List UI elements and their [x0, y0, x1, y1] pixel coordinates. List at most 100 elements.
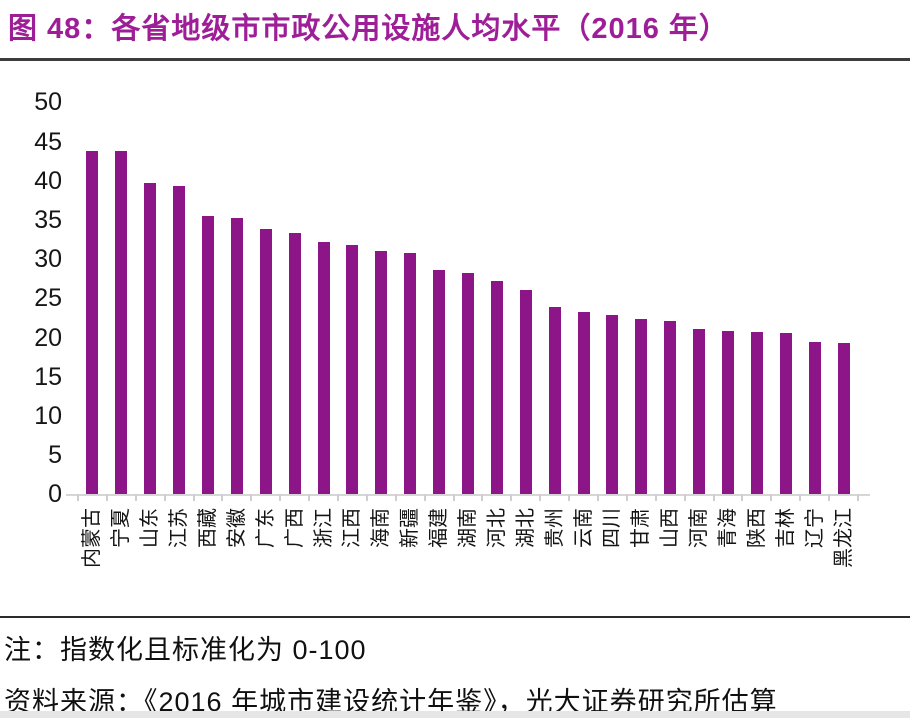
- x-axis-label-贵州: 贵州: [543, 508, 566, 549]
- x-axis-tick: [510, 494, 513, 502]
- x-axis-label-吉林: 吉林: [774, 508, 797, 549]
- bar-广东: [259, 229, 272, 495]
- bar-河南: [693, 329, 706, 495]
- x-axis-label-安徽: 安徽: [225, 508, 248, 549]
- x-axis-tick: [539, 494, 542, 502]
- chart-title: 图 48：各省地级市市政公用设施人均水平（2016 年）: [8, 13, 729, 45]
- bar-甘肃: [635, 319, 648, 495]
- x-axis-label-宁夏: 宁夏: [110, 508, 133, 549]
- bar-广西: [288, 233, 301, 495]
- x-axis-label-河南: 河南: [688, 508, 711, 549]
- title-divider: [0, 58, 910, 62]
- x-axis-label-广西: 广西: [283, 508, 306, 549]
- bar-宁夏: [115, 151, 128, 495]
- y-axis-tick-label: 25: [34, 284, 62, 313]
- bar-辽宁: [808, 342, 821, 495]
- x-axis-label-广东: 广东: [254, 508, 277, 549]
- x-axis-label-西藏: 西藏: [197, 508, 219, 549]
- x-axis-tick: [423, 494, 426, 502]
- y-axis-tick-label: 35: [34, 205, 62, 234]
- bar-河北: [490, 281, 503, 495]
- x-axis-tick: [770, 494, 773, 502]
- x-axis-label-河北: 河北: [485, 508, 508, 549]
- x-axis-label-江西: 江西: [341, 508, 364, 549]
- x-axis-tick: [365, 494, 368, 502]
- x-axis-tick: [799, 494, 802, 502]
- bar-新疆: [404, 253, 417, 495]
- x-axis-tick: [134, 494, 137, 502]
- x-axis-tick: [337, 494, 339, 502]
- x-axis-tick: [597, 494, 599, 502]
- x-axis-label-辽宁: 辽宁: [803, 508, 826, 549]
- y-axis-tick-label: 45: [34, 127, 62, 156]
- x-axis-label-云南: 云南: [572, 508, 595, 549]
- chart-note: 注：指数化且标准化为 0-100: [4, 635, 367, 666]
- bar-陕西: [750, 332, 763, 495]
- x-axis-tick: [77, 494, 79, 502]
- bottom-edge: [0, 711, 910, 718]
- x-axis-label-山西: 山西: [659, 508, 682, 549]
- bar-湖南: [462, 273, 474, 495]
- y-axis-tick-label: 15: [34, 362, 62, 391]
- y-axis-tick-label: 0: [48, 480, 62, 509]
- bar-海南: [375, 251, 388, 495]
- x-axis-tick: [568, 494, 571, 502]
- bar-黑龙江: [837, 343, 850, 495]
- x-axis-tick: [105, 494, 108, 502]
- x-axis-label-福建: 福建: [428, 508, 451, 549]
- bar-云南: [577, 312, 590, 495]
- footer-divider: [0, 616, 910, 619]
- x-axis-label-甘肃: 甘肃: [630, 508, 653, 549]
- x-axis-label-山东: 山东: [139, 508, 162, 549]
- x-axis-tick: [308, 494, 311, 502]
- bar-内蒙古: [86, 151, 99, 495]
- x-axis-tick: [857, 494, 859, 502]
- bar-chart: 0 5 10 15 20 25 30 35 40 45 50 内蒙古 宁夏 山东 江苏 西藏 安徽 广东 广西 浙江江…: [0, 61, 910, 609]
- x-axis-label-黑龙江: 黑龙江: [832, 508, 855, 569]
- x-axis-tick: [452, 494, 455, 502]
- x-axis-tick: [828, 494, 831, 502]
- bar-四川: [606, 315, 619, 495]
- x-axis-label-浙江: 浙江: [312, 508, 335, 549]
- bar-青海: [722, 331, 734, 495]
- bar-福建: [433, 270, 446, 495]
- y-axis-tick-label: 30: [34, 245, 62, 274]
- x-axis-label-青海: 青海: [717, 508, 739, 549]
- x-axis-tick: [654, 494, 657, 502]
- bar-安徽: [230, 218, 243, 495]
- bar-江苏: [173, 186, 186, 495]
- x-axis-tick: [279, 494, 282, 502]
- x-axis-label-内蒙古: 内蒙古: [81, 508, 104, 569]
- x-axis-tick: [712, 494, 715, 502]
- x-axis-tick: [250, 494, 253, 502]
- y-axis-tick-label: 10: [34, 401, 62, 430]
- bar-浙江: [317, 242, 330, 495]
- x-axis-tick: [625, 494, 628, 502]
- x-axis-tick: [741, 494, 744, 502]
- x-axis-tick: [221, 494, 224, 502]
- bar-江西: [346, 245, 359, 495]
- x-axis-label-湖北: 湖北: [514, 508, 537, 549]
- x-axis-label-新疆: 新疆: [399, 508, 422, 549]
- x-axis-tick: [192, 494, 195, 502]
- y-axis-tick-label: 20: [34, 323, 62, 352]
- bar-山东: [144, 183, 157, 495]
- x-axis-line: [66, 494, 870, 497]
- bar-西藏: [202, 216, 214, 495]
- x-axis-tick: [394, 494, 397, 502]
- bar-湖北: [519, 290, 532, 495]
- x-axis-tick: [163, 494, 166, 502]
- x-axis-tick: [683, 494, 686, 502]
- title-row: 图 48：各省地级市市政公用设施人均水平（2016 年）: [0, 0, 910, 52]
- y-axis-tick-label: 40: [34, 166, 62, 195]
- x-axis-label-陕西: 陕西: [745, 508, 768, 549]
- x-axis-tick: [481, 494, 484, 502]
- x-axis-label-四川: 四川: [601, 508, 624, 549]
- x-axis-label-江苏: 江苏: [168, 508, 191, 549]
- bar-吉林: [779, 333, 792, 495]
- y-axis-tick-label: 50: [34, 88, 62, 117]
- x-axis-label-海南: 海南: [370, 508, 393, 549]
- y-axis-tick-label: 5: [48, 441, 62, 470]
- bar-贵州: [548, 307, 561, 495]
